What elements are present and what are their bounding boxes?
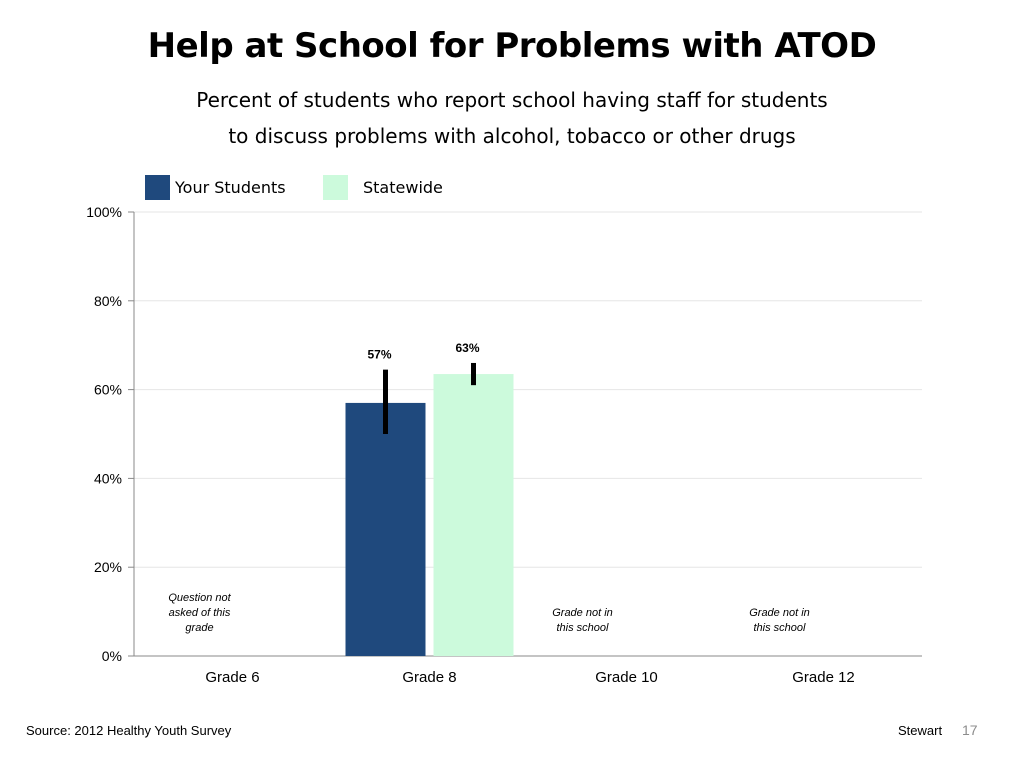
chart-title: Help at School for Problems with ATOD — [147, 26, 877, 66]
y-tick-label: 100% — [86, 204, 122, 220]
category-note: grade — [185, 622, 213, 634]
x-tick-label: Grade 12 — [792, 669, 855, 686]
category-note: this school — [754, 622, 807, 634]
x-tick-label: Grade 8 — [402, 669, 456, 686]
legend-swatch-your-students — [145, 175, 170, 200]
source-note: Source: 2012 Healthy Youth Survey — [26, 723, 232, 738]
data-label: 63% — [455, 341, 479, 355]
bar-0-1 — [345, 402, 426, 656]
category-note: Question not — [168, 592, 231, 604]
y-tick-label: 20% — [94, 559, 122, 575]
y-tick-label: 40% — [94, 470, 122, 486]
chart-subtitle-line-1: Percent of students who report school ha… — [196, 88, 828, 112]
bar-1-1 — [433, 374, 514, 656]
author-name: Stewart — [898, 723, 943, 738]
legend-label-your-students: Your Students — [175, 178, 286, 197]
legend-swatch-statewide — [323, 175, 348, 200]
category-note: asked of this — [169, 607, 231, 619]
chart-subtitle-line-2: to discuss problems with alcohol, tobacc… — [228, 124, 796, 148]
x-tick-label: Grade 6 — [205, 669, 259, 686]
y-tick-label: 60% — [94, 382, 122, 398]
data-label: 57% — [367, 348, 391, 362]
page-number: 17 — [962, 722, 978, 738]
category-note: Grade not in — [749, 607, 810, 619]
y-tick-label: 80% — [94, 293, 122, 309]
category-note: Grade not in — [552, 607, 613, 619]
legend-label-statewide: Statewide — [363, 178, 443, 197]
category-note: this school — [557, 622, 610, 634]
x-tick-label: Grade 10 — [595, 669, 658, 686]
bar-chart: 0% 20% 40% 60% 80% 100% Question not asked of t… — [86, 204, 922, 686]
y-tick-label: 0% — [102, 648, 122, 664]
